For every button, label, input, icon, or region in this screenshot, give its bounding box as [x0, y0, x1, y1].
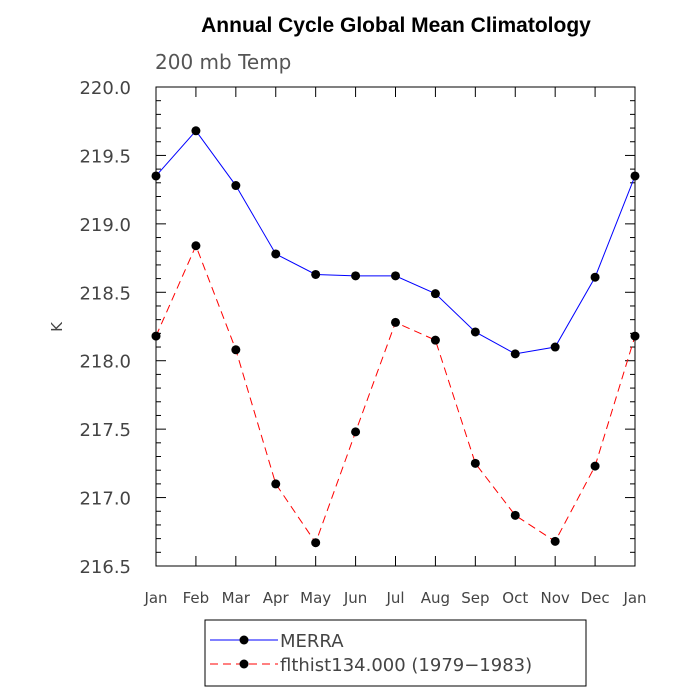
data-point — [430, 335, 440, 345]
x-tick-label: Jan — [143, 589, 167, 607]
data-point — [550, 342, 560, 352]
data-point — [630, 171, 640, 181]
y-tick-label: 217.5 — [79, 420, 131, 441]
legend-label: MERRA — [280, 631, 344, 652]
data-point — [191, 241, 201, 251]
data-point — [510, 349, 520, 359]
y-axis: 216.5 217.0 217.5 218.0 218.5 219.0 219.5 220.0 — [79, 78, 635, 578]
data-point — [590, 272, 600, 282]
data-point — [311, 538, 321, 548]
y-axis-label: K — [48, 321, 66, 332]
chart-subtitle: 200 mb Temp — [155, 50, 291, 74]
x-tick-label: Oct — [502, 589, 528, 607]
data-point — [271, 479, 281, 489]
data-point — [470, 458, 480, 468]
x-tick-label: Jul — [385, 589, 404, 607]
y-tick-label: 218.0 — [79, 352, 131, 373]
data-point — [231, 345, 241, 355]
x-tick-label: Feb — [183, 589, 210, 607]
series-line-2 — [155, 244, 636, 544]
data-point — [430, 289, 440, 299]
data-point — [391, 317, 400, 327]
data-point — [271, 249, 281, 259]
legend-marker — [239, 635, 249, 645]
data-point — [550, 536, 560, 546]
y-tick-label: 218.5 — [79, 283, 131, 304]
data-point — [151, 331, 161, 341]
x-tick-label: Apr — [263, 589, 290, 607]
data-point — [151, 171, 161, 181]
legend-box — [204, 619, 587, 687]
x-tick-label: Mar — [222, 589, 251, 607]
legend: MERRA flthist134.000 (1979−1983) — [204, 619, 587, 687]
y-tick-label: 220.0 — [79, 78, 131, 99]
x-tick-label: Sep — [461, 589, 489, 607]
legend-marker — [239, 659, 249, 669]
x-tick-label: Jan — [622, 589, 646, 607]
data-point — [351, 427, 361, 437]
data-point — [590, 461, 600, 471]
x-tick-label: Dec — [581, 589, 610, 607]
y-tick-label: 216.5 — [79, 557, 131, 578]
series-layer — [151, 126, 640, 548]
legend-label: flthist134.000 (1979−1983) — [280, 655, 532, 676]
y-tick-label: 219.5 — [79, 146, 131, 167]
data-point — [510, 510, 520, 520]
x-tick-label: Aug — [421, 589, 450, 607]
x-tick-label: Jun — [343, 589, 367, 607]
x-tick-label: Nov — [541, 589, 570, 607]
x-axis: Jan Feb Mar Apr May Jun Jul Aug Sep Oct Nov Dec Jan — [143, 87, 647, 607]
data-point — [191, 126, 201, 136]
x-tick-label: May — [300, 589, 331, 607]
data-point — [391, 271, 400, 281]
y-tick-label: 219.0 — [79, 215, 131, 236]
data-point — [351, 271, 361, 281]
data-point — [311, 269, 321, 279]
data-point — [630, 331, 640, 341]
data-point — [231, 181, 241, 191]
chart-title: Annual Cycle Global Mean Climatology — [201, 14, 591, 37]
y-tick-label: 217.0 — [79, 489, 131, 510]
data-point — [470, 327, 480, 337]
